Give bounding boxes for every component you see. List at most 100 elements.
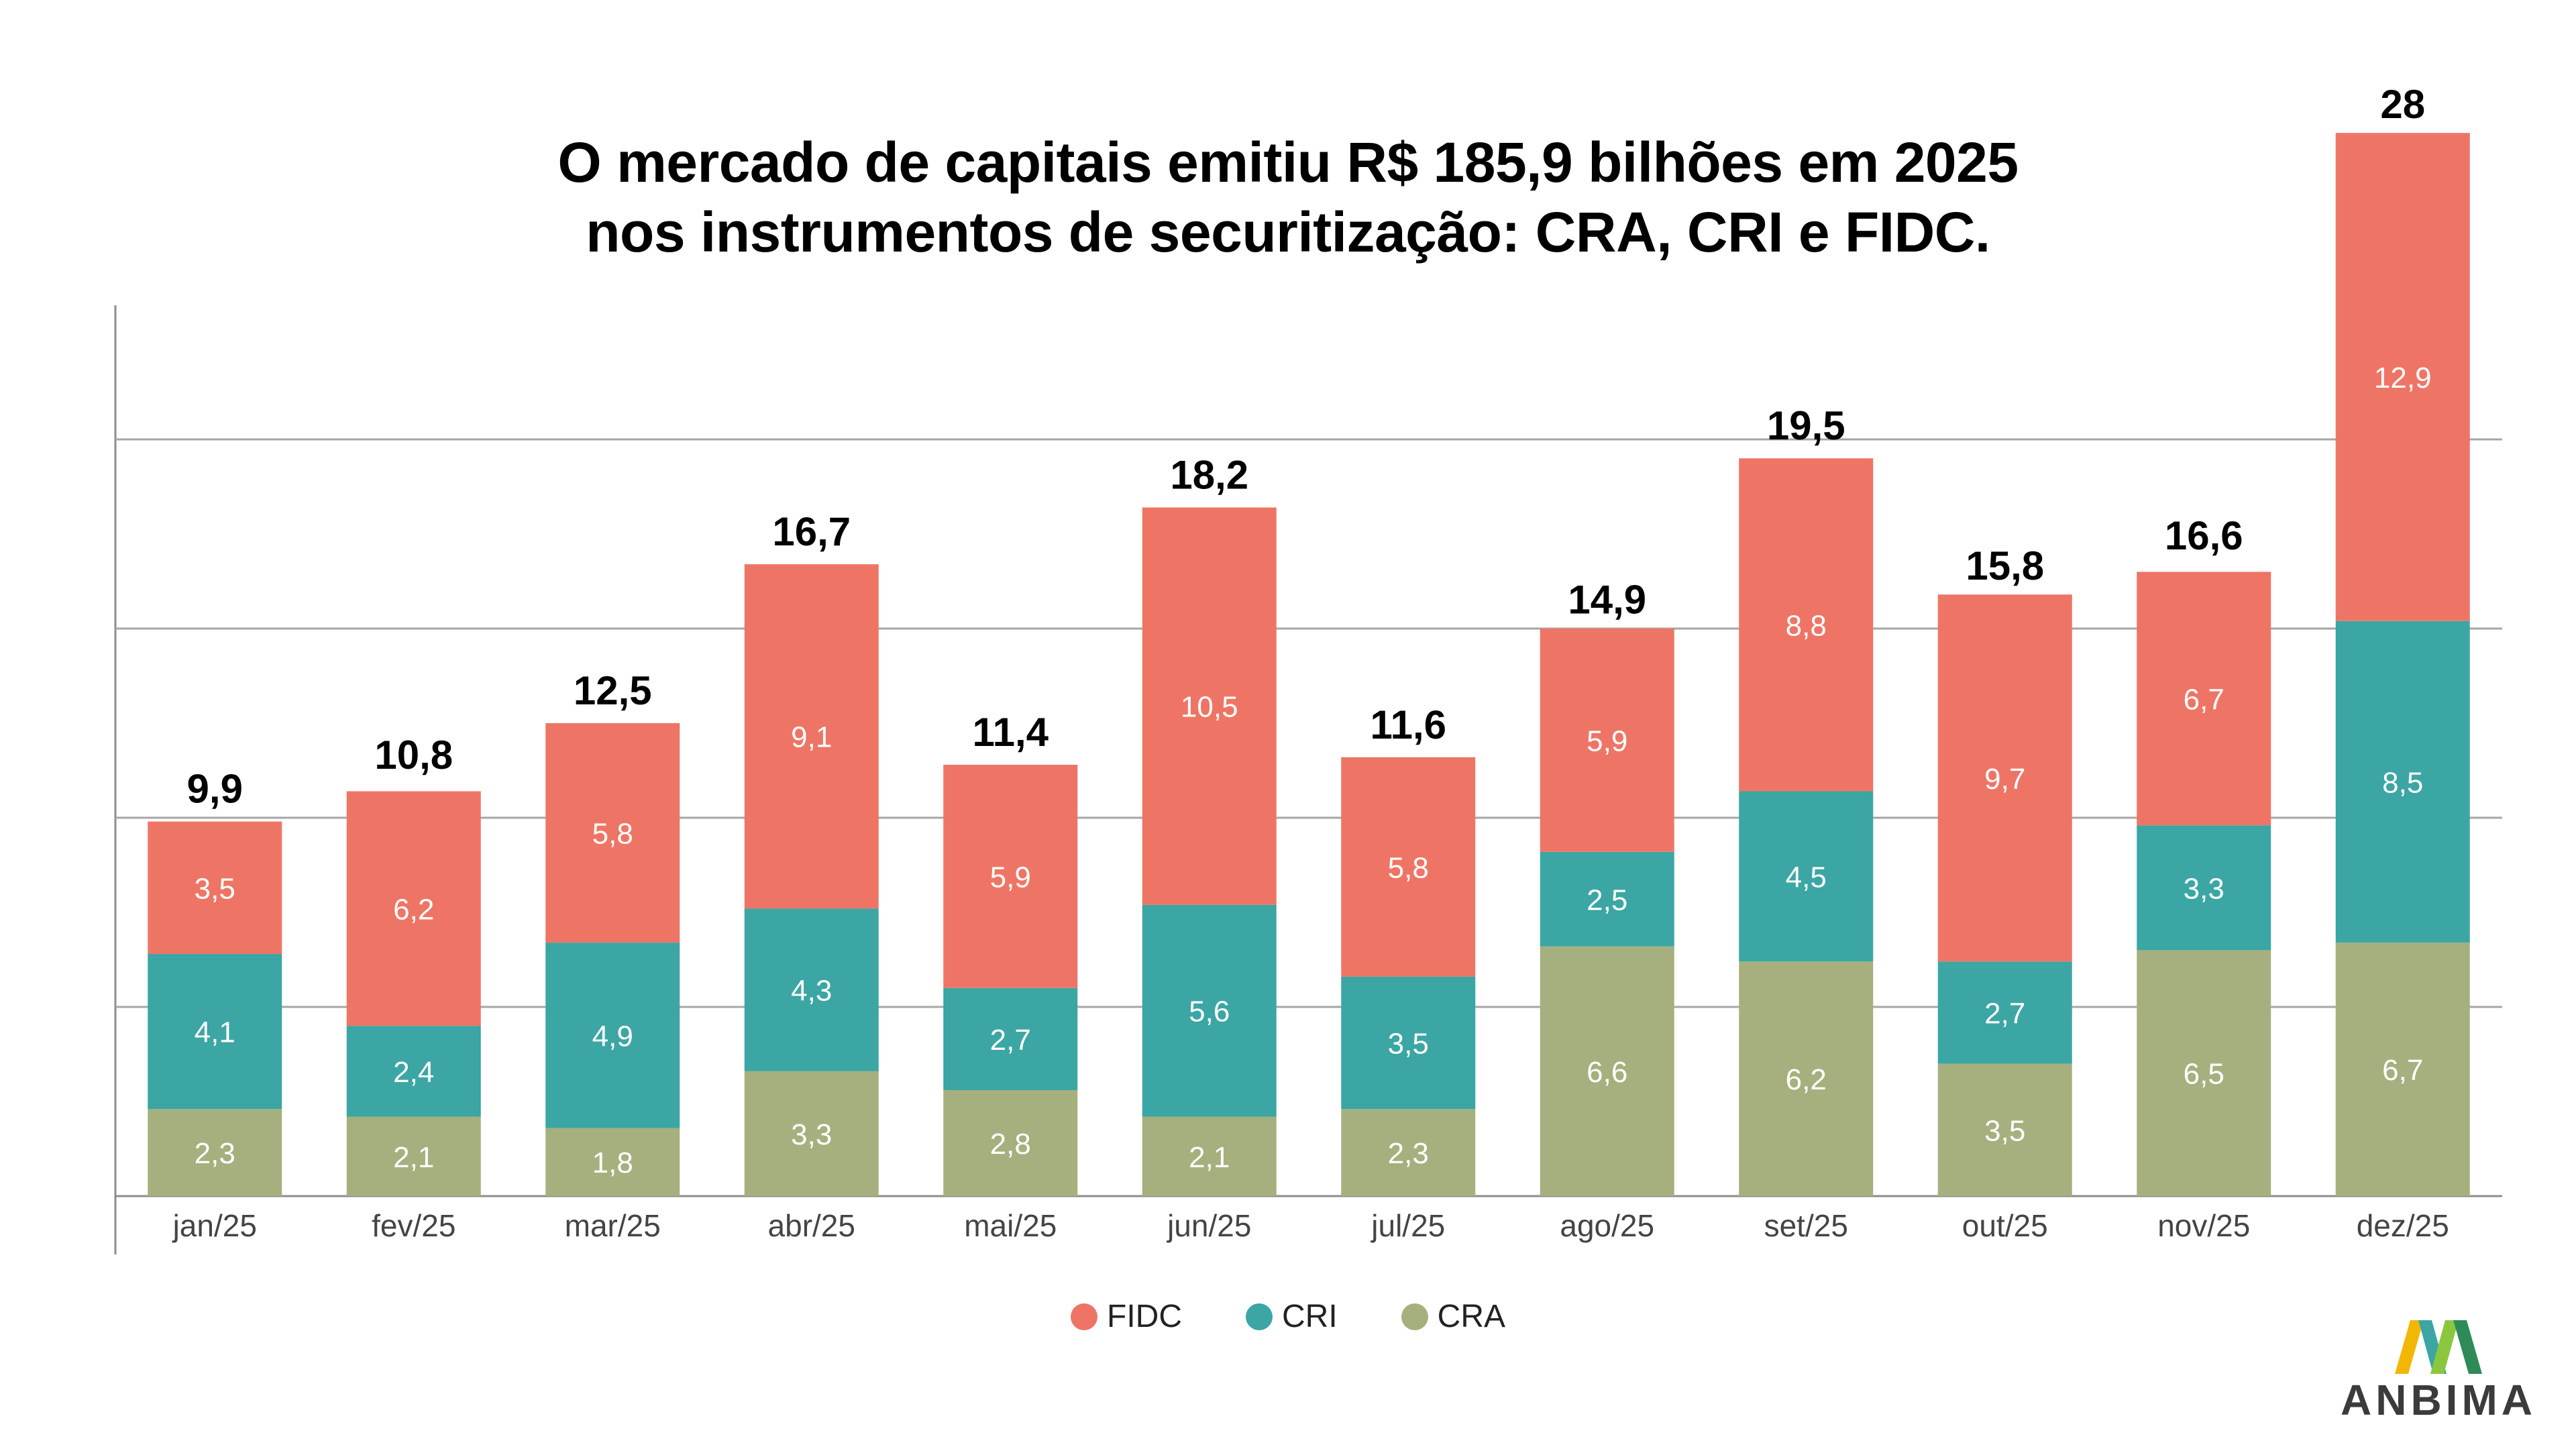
- x-tick-label: nov/25: [2157, 1208, 2250, 1243]
- data-label-cra: 2,1: [1189, 1141, 1230, 1174]
- anbima-logo: ANBIMA: [2338, 1308, 2539, 1429]
- bar-segment-cri: [1739, 791, 1874, 962]
- chart-title: O mercado de capitais emitiu R$ 185,9 bi…: [0, 127, 2576, 267]
- data-label-cra: 2,8: [990, 1128, 1031, 1161]
- data-label-cra: 2,3: [195, 1137, 235, 1170]
- x-tick-label: mar/25: [565, 1208, 661, 1243]
- data-label-cri: 4,3: [791, 975, 832, 1008]
- bar-segment-fidc: [943, 765, 1078, 988]
- total-label: 18,2: [1170, 453, 1248, 498]
- legend-item-cra: CRA: [1401, 1298, 1505, 1335]
- legend-item-fidc: FIDC: [1071, 1298, 1182, 1335]
- bar-segment-fidc: [744, 564, 879, 909]
- bar-segment-cri: [1142, 904, 1277, 1117]
- bar-segment-cri: [2335, 621, 2470, 943]
- data-label-fidc: 10,5: [1181, 691, 1238, 724]
- data-label-cri: 4,1: [195, 1016, 235, 1049]
- data-label-fidc: 5,8: [592, 818, 633, 851]
- legend-swatch-cra: [1401, 1303, 1428, 1330]
- legend-swatch-cri: [1245, 1303, 1273, 1330]
- total-label: 16,6: [2165, 513, 2243, 558]
- x-tick-label: abr/25: [768, 1208, 855, 1243]
- data-label-fidc: 12,9: [2374, 362, 2432, 394]
- bar-segment-cri: [1341, 976, 1476, 1110]
- chart-title-line-1: O mercado de capitais emitiu R$ 185,9 bi…: [557, 131, 2019, 194]
- x-tick-label: mai/25: [964, 1208, 1057, 1243]
- data-label-fidc: 6,7: [2184, 683, 2224, 716]
- anbima-logo-text: ANBIMA: [2341, 1376, 2536, 1424]
- bar-segment-cri: [943, 987, 1078, 1091]
- data-label-fidc: 6,2: [393, 893, 434, 926]
- bar-segment-cri: [2137, 825, 2271, 951]
- bar-segment-cra: [1540, 946, 1674, 1196]
- bar-segment-cra: [1341, 1109, 1476, 1196]
- bar-segment-fidc: [148, 821, 282, 955]
- bar-segment-cri: [346, 1026, 481, 1117]
- bar-segment-cra: [545, 1128, 680, 1196]
- bar-segment-cra: [1142, 1116, 1277, 1196]
- data-label-cra: 2,1: [393, 1141, 434, 1174]
- x-tick-label: fev/25: [372, 1208, 455, 1243]
- bar-segment-cri: [744, 908, 879, 1071]
- legend-item-cri: CRI: [1245, 1298, 1338, 1335]
- data-label-cri: 3,5: [1388, 1028, 1429, 1061]
- total-label: 11,4: [973, 710, 1049, 755]
- legend-label-fidc: FIDC: [1107, 1299, 1182, 1334]
- data-label-fidc: 9,7: [1984, 763, 2025, 796]
- total-label: 11,6: [1371, 702, 1446, 747]
- bar-segment-cri: [148, 954, 282, 1110]
- x-tick-label: set/25: [1764, 1208, 1848, 1243]
- bar-segment-cra: [1937, 1063, 2072, 1196]
- data-label-fidc: 3,5: [195, 872, 235, 905]
- bar-segment-fidc: [545, 723, 680, 943]
- data-label-cri: 4,9: [592, 1020, 633, 1053]
- bar-segment-cra: [744, 1071, 879, 1196]
- data-label-cri: 8,5: [2382, 766, 2423, 799]
- bar-segment-fidc: [2335, 133, 2470, 621]
- data-label-fidc: 5,9: [990, 861, 1031, 894]
- chart-legend: FIDC CRI CRA: [0, 1298, 2576, 1335]
- legend-label-cri: CRI: [1281, 1299, 1338, 1334]
- data-label-fidc: 5,8: [1388, 851, 1429, 884]
- total-label: 19,5: [1767, 403, 1845, 448]
- data-label-fidc: 8,8: [1786, 609, 1827, 642]
- data-label-cra: 2,3: [1388, 1137, 1429, 1170]
- x-tick-label: jun/25: [1166, 1208, 1251, 1243]
- bar-segment-fidc: [346, 791, 481, 1026]
- data-label-cra: 6,7: [2382, 1054, 2423, 1087]
- x-tick-label: dez/25: [2357, 1208, 2449, 1243]
- data-label-cra: 1,8: [592, 1146, 633, 1179]
- total-label: 16,7: [772, 509, 851, 554]
- data-label-fidc: 9,1: [791, 721, 832, 754]
- bar-segment-fidc: [1142, 507, 1277, 905]
- x-tick-label: out/25: [1962, 1208, 2048, 1243]
- bar-segment-cra: [2335, 943, 2470, 1196]
- total-label: 28: [2380, 82, 2425, 127]
- bar-segment-fidc: [1937, 594, 2072, 962]
- bar-segment-fidc: [1540, 629, 1674, 852]
- bar-segment-cri: [1937, 961, 2072, 1064]
- bar-segment-cra: [346, 1116, 481, 1196]
- data-label-cri: 4,5: [1786, 861, 1827, 894]
- bar-segment-fidc: [2137, 572, 2271, 826]
- data-label-cra: 6,5: [2184, 1058, 2224, 1091]
- x-tick-label: jul/25: [1370, 1208, 1445, 1243]
- data-label-cra: 6,2: [1786, 1063, 1827, 1096]
- data-label-cra: 6,6: [1587, 1056, 1627, 1089]
- total-label: 10,8: [374, 733, 453, 777]
- bar-segment-fidc: [1739, 458, 1874, 792]
- bar-segment-cra: [148, 1109, 282, 1196]
- data-label-cri: 2,7: [1984, 997, 2025, 1030]
- legend-label-cra: CRA: [1437, 1299, 1505, 1334]
- chart-title-line-2: nos instrumentos de securitização: CRA, …: [586, 201, 1990, 264]
- data-label-cri: 2,5: [1587, 883, 1627, 916]
- data-label-cri: 2,4: [393, 1056, 434, 1089]
- bar-segment-cri: [545, 943, 680, 1128]
- data-label-cri: 5,6: [1189, 996, 1230, 1028]
- data-label-cra: 3,3: [791, 1118, 832, 1151]
- x-tick-label: jan/25: [172, 1208, 257, 1243]
- bar-segment-cri: [1540, 851, 1674, 947]
- total-label: 14,9: [1568, 578, 1646, 623]
- bar-segment-cra: [1739, 961, 1874, 1196]
